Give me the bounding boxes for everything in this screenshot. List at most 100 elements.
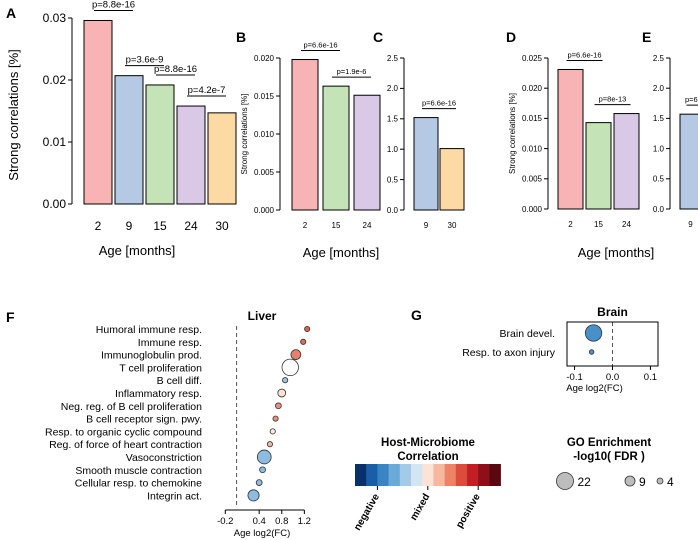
panel-d-y-axis-label: Strong correlations [%] <box>508 93 517 174</box>
panel-c-letter: C <box>373 29 383 45</box>
panel-a-x-axis-label: Age [months] <box>99 243 176 258</box>
panel-d-y-tick-label: 0.015 <box>522 114 543 123</box>
panel-a-pvalue-label: p=4.2e-7 <box>188 85 226 96</box>
panel-a-x-tick-label: 15 <box>153 219 167 233</box>
panel-f-term-point <box>275 402 282 410</box>
panel-f-term-point <box>282 377 289 384</box>
panel-d-bar-15 <box>585 122 612 210</box>
panel-a-x-tick-label: 24 <box>184 219 198 233</box>
panel-a-pvalue-label: p=8.8e-16 <box>92 0 135 10</box>
panel-b-bar-2 <box>291 59 319 211</box>
panel-d-y-tick-label: 0.005 <box>522 175 543 184</box>
panel-b-pvalue-label: p=6.6e-16 <box>304 41 338 50</box>
panel-f-term-label: Cellular resp. to chemokine <box>75 478 202 490</box>
panel-a-y-tick-label: 0.01 <box>43 135 67 149</box>
panel-c-y-tick-label: 2.0 <box>387 84 399 93</box>
size-legend-label-4: 4 <box>667 475 674 489</box>
panel-g-x-tick-label: 0.1 <box>644 372 657 383</box>
correlation-legend-swatch <box>433 464 445 486</box>
panel-d-pvalue-label: p=6.6e-16 <box>568 50 602 59</box>
correlation-legend-swatch <box>355 464 367 486</box>
panel-a-bar-9 <box>114 75 144 205</box>
panel-a-bar-24 <box>176 105 206 205</box>
correlation-legend-swatch <box>388 464 401 486</box>
panel-f-term-point <box>256 449 272 465</box>
panel-e-x-tick-label: 9 <box>688 220 693 229</box>
panel-f-term-point <box>247 489 260 502</box>
panel-g-term-point <box>584 324 603 342</box>
panel-d-letter: D <box>506 29 516 45</box>
panel-b-x-tick-label: 2 <box>303 221 308 230</box>
panel-g-term-label: Brain devel. <box>500 328 555 340</box>
panel-a-y-tick-label: 0.03 <box>43 11 67 25</box>
panel-a-pvalue-label: p=8.8e-16 <box>154 64 197 75</box>
panel-a-letter: A <box>6 5 16 21</box>
panel-a-x-tick-label: 9 <box>126 219 133 233</box>
panel-f-term-label: T cell proliferation <box>119 362 202 374</box>
panel-b-x-tick-label: 24 <box>363 221 372 230</box>
panel-e-y-tick-label: 1.0 <box>653 144 665 153</box>
panel-e-y-tick-label: 0.5 <box>653 175 665 184</box>
correlation-legend-swatch <box>366 464 378 486</box>
correlation-legend-swatch <box>478 464 490 486</box>
panel-f-term-label: Immunoglobulin prod. <box>101 350 202 362</box>
panel-f-term-label: B cell diff. <box>157 375 202 387</box>
correlation-legend-swatch <box>377 464 389 486</box>
panel-b-y-tick-label: 0.005 <box>254 168 275 177</box>
panel-a-y-axis-label: Strong correlations [%] <box>6 49 21 181</box>
panel-b-letter: B <box>236 29 246 45</box>
panel-f-x-tick-label: 0.4 <box>253 516 266 527</box>
panel-f-term-label: Inflammatory resp. <box>115 388 202 400</box>
panel-d-pvalue-label: p=8e-13 <box>599 95 627 104</box>
panel-a-x-tick-label: 2 <box>95 219 102 233</box>
panel-b-y-axis-label: Strong correlations [%] <box>240 94 249 175</box>
panel-c-y-tick-label: 1.5 <box>387 115 399 124</box>
correlation-legend-label-positive: positive <box>454 492 483 531</box>
panel-e-pvalue-label: p=6.6e-16 <box>685 95 698 104</box>
size-legend-label-9: 9 <box>639 475 646 489</box>
panel-e-bar-9 <box>679 113 698 210</box>
panel-f-letter: F <box>6 309 15 325</box>
panel-b-y-tick-label: 0.000 <box>254 206 275 215</box>
panel-c-pvalue-label: p=6.6e-16 <box>422 99 456 108</box>
size-legend-circle-9 <box>624 475 636 487</box>
panel-b-bar-15 <box>322 85 350 211</box>
panel-c-bar-30 <box>439 148 465 211</box>
panel-g-title: Brain <box>597 305 628 319</box>
panel-f-term-label: Neg. reg. of B cell proliferation <box>61 401 202 413</box>
panel-e-y-tick-label: 2.0 <box>653 84 665 93</box>
panel-f-term-point <box>259 466 266 474</box>
panel-a-x-tick-label: 30 <box>215 219 229 233</box>
panel-e-y-tick-label: 0.0 <box>653 205 665 214</box>
panel-f-term-point <box>290 349 302 360</box>
correlation-legend-title-line1: Host-Microbiome <box>381 437 475 449</box>
panel-f-x-tick-label: -0.2 <box>217 516 233 527</box>
panel-a-pvalue-label: p=3.6e-9 <box>126 55 164 66</box>
panel-g-term-label: Resp. to axon injury <box>462 347 556 359</box>
panel-a-y-tick-label: 0.02 <box>43 73 67 87</box>
panel-c-y-tick-label: 2.5 <box>387 54 399 63</box>
correlation-legend-title-line2: Correlation <box>397 451 458 463</box>
panel-d-bar-2 <box>557 68 584 210</box>
panel-c-y-tick-label: 1.0 <box>387 145 399 154</box>
panel-f-term-label: Integrin act. <box>147 490 202 502</box>
panel-f-term-label: Reg. of force of heart contraction <box>49 439 202 451</box>
correlation-legend-swatch <box>411 464 423 486</box>
panel-d-x-tick-label: 2 <box>568 220 573 229</box>
panel-e-letter: E <box>642 29 651 45</box>
panel-d-bar-24 <box>613 113 640 210</box>
correlation-legend-swatch <box>489 464 501 486</box>
panel-b-y-tick-label: 0.015 <box>254 92 275 101</box>
panel-f-term-label: Resp. to organic cyclic compound <box>45 426 202 438</box>
size-legend-label-22: 22 <box>578 475 592 489</box>
panel-c-x-tick-label: 9 <box>424 221 429 230</box>
panel-f-term-point <box>269 428 276 435</box>
panel-a-bar-15 <box>145 84 175 205</box>
panel-d-y-tick-label: 0.000 <box>522 205 543 214</box>
panel-c-x-tick-label: 30 <box>448 221 457 230</box>
panel-b-bar-24 <box>353 94 381 211</box>
panel-f-x-tick-label: 0.8 <box>275 516 288 527</box>
panel-b-y-tick-label: 0.020 <box>254 54 275 63</box>
correlation-legend-swatch <box>422 464 434 486</box>
panel-b-y-tick-label: 0.010 <box>254 130 275 139</box>
